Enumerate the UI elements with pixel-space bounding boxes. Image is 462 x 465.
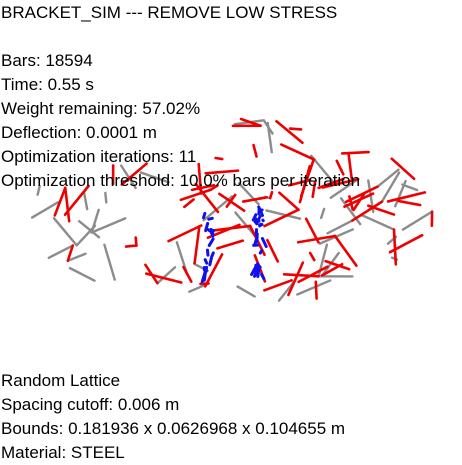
optimization-iterations: Optimization iterations: 11 bbox=[1, 147, 197, 166]
bounds: Bounds: 0.181936 x 0.0626968 x 0.104655 … bbox=[1, 419, 346, 438]
spacing-cutoff: Spacing cutoff: 0.006 m bbox=[1, 395, 180, 414]
bracket-lattice-mesh bbox=[30, 117, 434, 302]
material: Material: STEEL bbox=[1, 443, 125, 462]
sim-time: Time: 0.55 s bbox=[1, 75, 94, 94]
weight-remaining: Weight remaining: 57.02% bbox=[1, 99, 201, 118]
spacer bbox=[1, 25, 360, 49]
deflection: Deflection: 0.0001 m bbox=[1, 123, 157, 142]
bar-count: Bars: 18594 bbox=[1, 51, 93, 70]
lattice-info-overlay: Random Lattice Spacing cutoff: 0.006 m B… bbox=[1, 369, 345, 465]
sim-title: BRACKET_SIM --- REMOVE LOW STRESS bbox=[1, 3, 338, 22]
simulation-stats-overlay: BRACKET_SIM --- REMOVE LOW STRESS Bars: … bbox=[1, 1, 360, 193]
optimization-threshold: Optimization threshold: 10.0% bars per i… bbox=[1, 171, 361, 190]
lattice-type: Random Lattice bbox=[1, 371, 121, 390]
